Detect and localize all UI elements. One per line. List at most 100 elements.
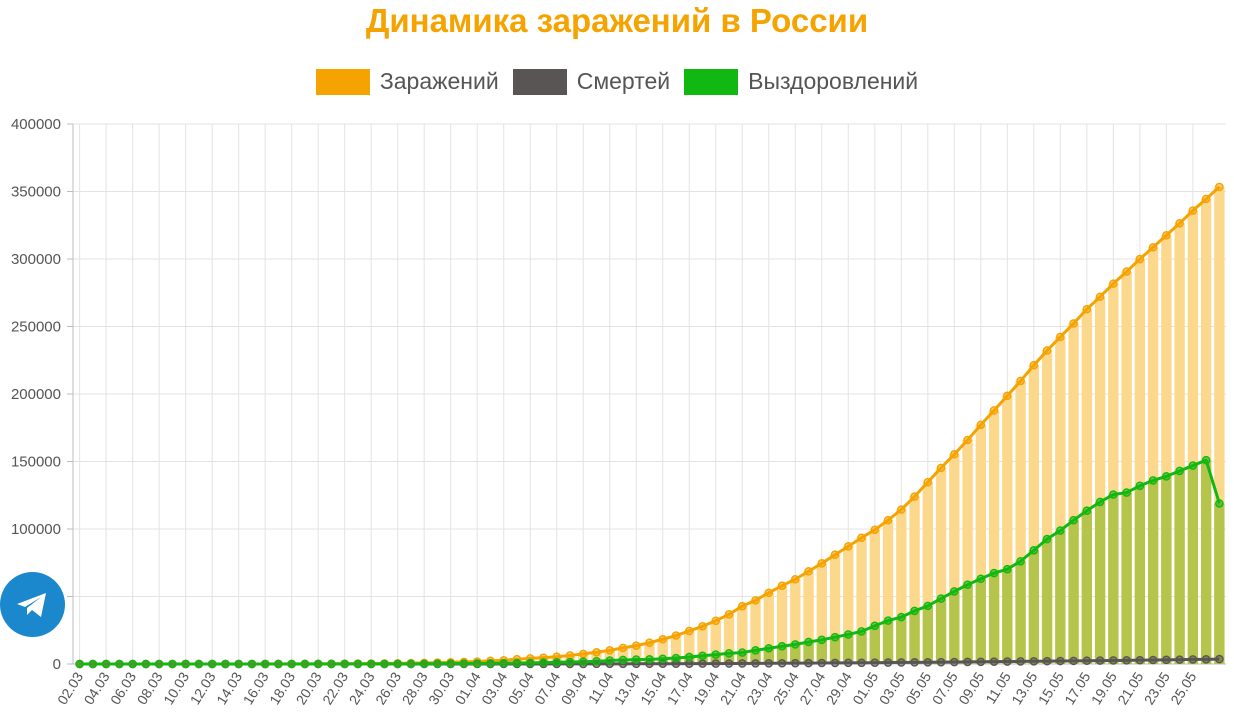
bar-recovered (988, 573, 1000, 664)
bar-infected (670, 635, 682, 664)
point-recovered (552, 657, 562, 667)
bar-infected (657, 639, 668, 664)
bar-infected (1134, 259, 1146, 664)
x-tick-label: 02.03 (54, 669, 86, 707)
point-infected (658, 634, 668, 644)
point-infected (1109, 279, 1118, 288)
point-infected (1016, 376, 1025, 386)
point-recovered (393, 659, 402, 669)
point-deaths (1162, 655, 1171, 665)
point-infected (1188, 206, 1198, 215)
point-recovered (1095, 497, 1105, 507)
point-recovered (433, 659, 442, 668)
point-recovered (260, 659, 270, 669)
x-tick-label: 19.05 (1088, 669, 1120, 707)
point-recovered (194, 659, 204, 669)
bar-infected (723, 614, 735, 664)
y-tick-label: 150000 (11, 454, 61, 471)
bar-infected (644, 642, 655, 664)
point-infected (790, 574, 800, 584)
point-infected (1175, 218, 1184, 228)
legend-label-deaths: Смертей (576, 68, 671, 94)
point-recovered (976, 574, 986, 584)
point-deaths (843, 658, 853, 668)
x-tick-label: 06.03 (107, 669, 139, 707)
point-recovered (1109, 490, 1118, 499)
point-infected (910, 492, 919, 501)
point-infected (684, 626, 694, 636)
point-infected (1056, 332, 1065, 342)
point-infected (1122, 267, 1131, 276)
bar-infected (1068, 323, 1079, 664)
point-deaths (698, 659, 707, 668)
point-infected (1095, 292, 1105, 302)
x-tick-label: 19.04 (690, 669, 722, 707)
point-infected (724, 610, 734, 619)
x-tick-label: 17.05 (1061, 669, 1093, 707)
point-infected (897, 505, 906, 514)
x-tick-label: 14.03 (213, 669, 245, 707)
bar-recovered (962, 584, 973, 664)
point-recovered (843, 630, 853, 639)
y-tick-label: 250000 (11, 319, 61, 336)
point-deaths (910, 658, 919, 667)
point-recovered (790, 640, 800, 649)
point-recovered (327, 659, 336, 669)
bar-recovered (1055, 530, 1066, 664)
bar-recovered (882, 620, 894, 664)
point-infected (804, 567, 813, 576)
point-infected (764, 588, 774, 598)
point-deaths (764, 659, 774, 668)
x-tick-label: 01.05 (849, 669, 881, 707)
bar-infected (1002, 395, 1013, 664)
point-infected (857, 533, 866, 542)
bars (74, 186, 1225, 665)
x-tick-label: 23.05 (1141, 669, 1173, 707)
x-tick-label: 25.05 (1167, 669, 1199, 707)
y-tick-label: 100000 (11, 521, 61, 538)
point-recovered (631, 655, 641, 664)
point-recovered (684, 652, 694, 662)
x-tick-label: 08.03 (134, 669, 166, 707)
point-recovered (777, 641, 787, 651)
point-recovered (446, 659, 456, 668)
x-tick-label: 10.03 (160, 669, 192, 707)
point-infected (578, 649, 588, 659)
point-recovered (963, 580, 972, 590)
bar-recovered (737, 652, 748, 664)
legend-item-infected[interactable]: Заражений (315, 68, 499, 95)
bar-recovered (935, 598, 947, 664)
point-deaths (1135, 655, 1145, 665)
point-recovered (764, 643, 774, 653)
bar-recovered (1094, 501, 1106, 664)
point-deaths (790, 658, 800, 668)
bar-infected (856, 537, 867, 664)
legend-item-deaths[interactable]: Смертей (512, 68, 671, 95)
bar-infected (1214, 186, 1225, 665)
point-recovered (910, 606, 919, 616)
bar-infected (1094, 296, 1106, 664)
point-recovered (592, 657, 601, 666)
point-infected (1135, 254, 1145, 264)
bar-infected (1161, 235, 1172, 664)
bar-recovered (869, 625, 880, 664)
point-infected (843, 542, 853, 551)
bar-infected (869, 529, 880, 664)
legend-item-recovered[interactable]: Выздоровлений (684, 68, 918, 95)
bar-infected (1028, 365, 1040, 664)
bar-infected (1041, 350, 1053, 664)
bar-infected (697, 626, 708, 664)
telegram-share-button[interactable] (0, 572, 65, 637)
x-tick-label: 05.05 (902, 669, 934, 707)
point-infected (592, 647, 601, 657)
legend-label-recovered: Выздоровлений (748, 68, 919, 94)
point-recovered (1162, 472, 1171, 481)
bar-infected (790, 579, 801, 664)
point-recovered (1135, 481, 1145, 491)
bar-recovered (843, 634, 854, 664)
point-deaths (777, 658, 787, 668)
bar-recovered (1028, 550, 1040, 664)
point-recovered (1175, 466, 1184, 476)
bar-recovered (829, 637, 841, 664)
x-tick-label: 21.04 (717, 669, 749, 707)
